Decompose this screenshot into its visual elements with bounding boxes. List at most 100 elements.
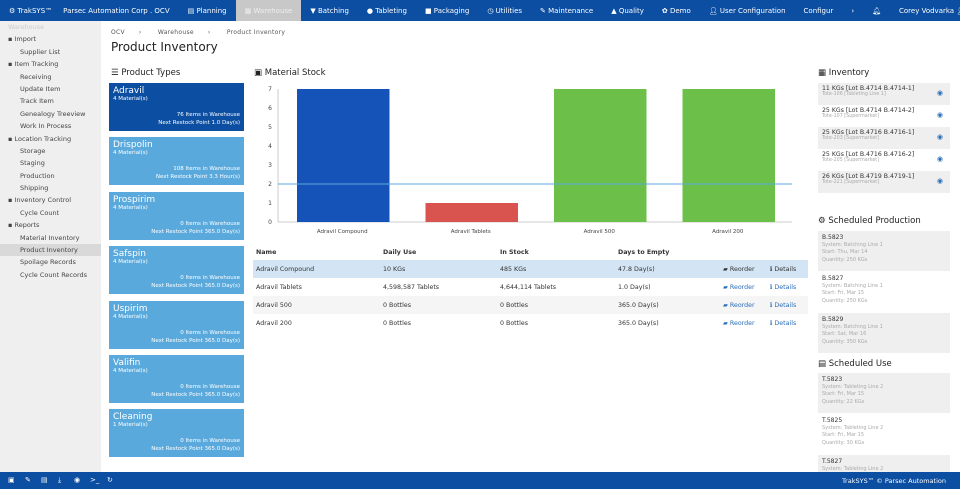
- product-type-card[interactable]: Drispolin 4 Material(s) 108 Items in Wareh…: [109, 137, 244, 186]
- nav-packaging[interactable]: ■ Packaging: [424, 6, 470, 15]
- calendar-icon: ▤: [818, 359, 829, 369]
- inventory-item[interactable]: 26 KGs [Lot B.4719 B.4719-1] Tote-221 [Su…: [818, 171, 950, 193]
- reorder-link[interactable]: ▰ Reorder: [723, 265, 755, 273]
- eye-icon[interactable]: ◉: [936, 133, 943, 141]
- reorder-link[interactable]: ▰ Reorder: [723, 301, 755, 309]
- nav-user-configuration[interactable]: 👤︎ User Configuration: [708, 6, 786, 15]
- sidebar-item-spoilage-records[interactable]: Spoilage Records: [20, 258, 76, 267]
- sidebar-item-staging[interactable]: Staging: [20, 159, 45, 168]
- y-tick-label: 5: [268, 124, 272, 131]
- bell-icon[interactable]: 🔔︎: [872, 6, 882, 15]
- sidebar-item-product-inventory[interactable]: Product Inventory: [0, 244, 101, 257]
- schedule-item[interactable]: B.5823 System: Batching Line 1 Start: Thu,…: [818, 231, 950, 271]
- sidebar-item-cycle-count-records[interactable]: Cycle Count Records: [20, 270, 88, 279]
- nav-utilities[interactable]: ◷ Utilities: [487, 6, 523, 15]
- site-name[interactable]: Parsec Automation Corp . OCV: [63, 6, 170, 15]
- sidebar-item-inventory-control[interactable]: ▪ Inventory Control: [8, 196, 72, 205]
- breadcrumb-warehouse[interactable]: Warehouse: [157, 29, 194, 36]
- sidebar-item-material-inventory[interactable]: Material Inventory: [20, 233, 80, 242]
- nav-configur[interactable]: Configur: [803, 6, 834, 15]
- inventory-item[interactable]: 25 KGs [Lot B.4716 B.4716-1] Tote-203 [Su…: [818, 127, 950, 149]
- product-type-card[interactable]: Safspin 4 Material(s) 0 Items in Warehouse…: [109, 246, 244, 295]
- table-row[interactable]: Adravil 500 0 Bottles 0 Bottles 365.0 Day(s…: [253, 296, 808, 314]
- save-icon[interactable]: ▣: [8, 476, 15, 484]
- nav-tableting[interactable]: ● Tableting: [366, 6, 407, 15]
- items-in-warehouse: 0 Items in Warehouse: [180, 329, 240, 336]
- table-row[interactable]: Adravil Compound 10 KGs 485 KGs 47.8 Day(s)…: [253, 260, 808, 278]
- eye-icon[interactable]: ◉: [74, 476, 81, 484]
- details-link[interactable]: ℹ Details: [770, 319, 797, 327]
- product-type-card[interactable]: Cleaning 1 Material(s) 0 Items in Warehous…: [109, 409, 244, 458]
- tote-location: Tote-106 [Tableting Line 1]: [822, 92, 886, 97]
- sidebar-item-reports[interactable]: ▪ Reports: [8, 221, 40, 230]
- details-link[interactable]: ℹ Details: [770, 265, 797, 273]
- user-menu[interactable]: Corey Vodvarka 👤︎: [890, 0, 960, 21]
- details-link[interactable]: ℹ Details: [770, 301, 797, 309]
- sidebar-item-track-item[interactable]: Track Item: [20, 97, 54, 106]
- eye-icon[interactable]: ◉: [936, 111, 943, 119]
- nav-quality[interactable]: ▲ Quality: [611, 6, 644, 15]
- info-icon: ℹ: [770, 301, 775, 309]
- sidebar-item-receiving[interactable]: Receiving: [20, 72, 52, 81]
- terminal-icon[interactable]: >_: [90, 476, 100, 484]
- sidebar-item-work-in-process[interactable]: Work In Process: [20, 122, 72, 131]
- sidebar-item-storage[interactable]: Storage: [20, 146, 46, 155]
- document-icon[interactable]: ▤: [41, 476, 48, 484]
- sidebar-item-genealogy-treeview[interactable]: Genealogy Treeview: [20, 109, 86, 118]
- sidebar-item-import[interactable]: ▪ Import: [8, 35, 37, 44]
- eye-icon[interactable]: ◉: [936, 155, 943, 163]
- nav-demo[interactable]: ✿ Demo: [661, 6, 691, 15]
- schedule-item[interactable]: B.5829 System: Batching Line 1 Start: Sat,…: [818, 313, 950, 353]
- nav-maintenance[interactable]: ✎ Maintenance: [540, 6, 594, 15]
- schedule-item[interactable]: B.5827 System: Batching Line 1 Start: Fri,…: [818, 272, 950, 312]
- reorder-link[interactable]: ▰ Reorder: [723, 319, 755, 327]
- breadcrumb-ocv[interactable]: OCV: [111, 29, 125, 36]
- nav-icon: ✿: [661, 6, 670, 15]
- reorder-link[interactable]: ▰ Reorder: [723, 283, 755, 291]
- download-icon[interactable]: ⤓: [58, 476, 62, 484]
- sidebar-item-production[interactable]: Production: [20, 171, 55, 180]
- product-type-card[interactable]: Uspirim 4 Material(s) 0 Items in Warehouse…: [109, 300, 244, 349]
- nav-next-button[interactable]: ›: [851, 6, 855, 15]
- sidebar-item-update-item[interactable]: Update Item: [20, 84, 61, 93]
- sidebar-item-item-tracking[interactable]: ▪ Item Tracking: [8, 60, 59, 69]
- bar[interactable]: [554, 89, 647, 222]
- schedule-item[interactable]: T.5827 System: Tableting Line 2: [818, 455, 950, 472]
- gear-icon: ⚙: [818, 216, 829, 226]
- schedule-system: System: Batching Line 1: [822, 241, 883, 248]
- product-type-card[interactable]: Adravil 4 Material(s) 76 Items in Warehous…: [109, 83, 244, 131]
- edit-icon[interactable]: ✎: [25, 476, 31, 484]
- x-tick-label: Adravil Compound: [317, 229, 368, 235]
- inventory-heading: ▦ Inventory: [818, 68, 870, 78]
- cell: 0 Bottles: [383, 319, 412, 327]
- bar[interactable]: [682, 89, 776, 222]
- bar[interactable]: [425, 203, 519, 222]
- product-name: Safspin: [113, 249, 147, 260]
- table-row[interactable]: Adravil 200 0 Bottles 0 Bottles 365.0 Day(s…: [253, 314, 808, 332]
- refresh-icon[interactable]: ↻: [107, 476, 113, 484]
- product-type-card[interactable]: Valifin 4 Material(s) 0 Items in Warehouse…: [109, 355, 244, 403]
- nav-batching[interactable]: ▼ Batching: [310, 6, 349, 15]
- sidebar-item-supplier-list[interactable]: Supplier List: [20, 47, 61, 56]
- footer-copyright: TrakSYS™ © Parsec Automation: [842, 477, 946, 485]
- material-count: 4 Material(s): [113, 96, 148, 102]
- user-icon: 👤︎: [956, 7, 960, 15]
- details-link[interactable]: ℹ Details: [770, 283, 797, 291]
- table-row[interactable]: Adravil Tablets 4,598,587 Tablets 4,644,11…: [253, 278, 808, 296]
- product-type-card[interactable]: Prospirim 4 Material(s) 0 Items in Warehou…: [109, 191, 244, 240]
- nav-planning[interactable]: ▤ Planning: [187, 6, 227, 15]
- sidebar-item-shipping[interactable]: Shipping: [20, 184, 49, 193]
- inventory-item[interactable]: 11 KGs [Lot B.4714 B.4714-1] Tote-106 [Ta…: [818, 83, 950, 105]
- brand[interactable]: ⚙ TrakSYS™: [9, 6, 53, 15]
- sidebar-item-cycle-count[interactable]: Cycle Count: [20, 208, 60, 217]
- inventory-item[interactable]: 25 KGs [Lot B.4716 B.4716-2] Tote-205 [Su…: [818, 149, 950, 171]
- schedule-item[interactable]: T.5825 System: Tableting Line 2 Start: Fri…: [818, 414, 950, 454]
- truck-icon: ▰: [723, 265, 730, 273]
- inventory-item[interactable]: 25 KGs [Lot B.4714 B.4714-2] Tote-107 [Su…: [818, 105, 950, 127]
- eye-icon[interactable]: ◉: [936, 89, 943, 97]
- nav-warehouse[interactable]: ▦ Warehouse: [235, 0, 302, 21]
- bar[interactable]: [297, 89, 390, 222]
- schedule-item[interactable]: T.5823 System: Tableting Line 2 Start: Fri…: [818, 373, 950, 413]
- eye-icon[interactable]: ◉: [936, 177, 943, 185]
- sidebar-item-location-tracking[interactable]: ▪ Location Tracking: [8, 134, 72, 143]
